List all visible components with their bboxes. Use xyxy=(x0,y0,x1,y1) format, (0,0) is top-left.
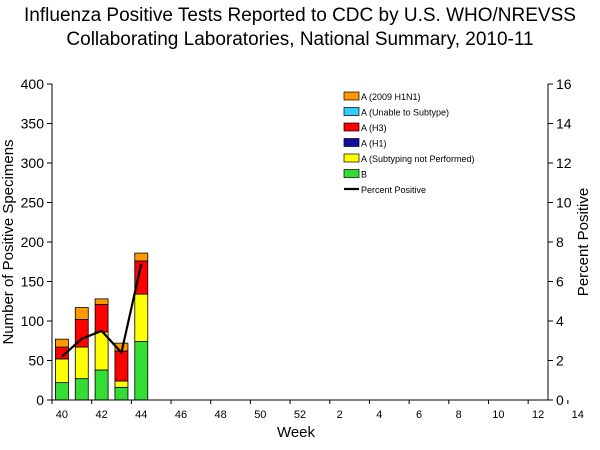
x-tick-label: 40 xyxy=(56,409,68,421)
bar-segment-a-2009-h1n1 xyxy=(55,338,69,348)
y-tick-label: 300 xyxy=(21,155,45,171)
x-tick-label: 14 xyxy=(572,409,584,421)
legend-label: A (H3) xyxy=(361,123,387,133)
bar-segment-a-2009-h1n1 xyxy=(134,252,149,262)
legend-label: A (2009 H1N1) xyxy=(361,92,421,102)
x-tick-label: 48 xyxy=(215,409,227,421)
bar-segment-b xyxy=(74,378,89,401)
bar-segment-a-2009-h1n1 xyxy=(74,307,89,320)
y-tick-label: 150 xyxy=(21,274,45,290)
chart-title: Influenza Positive Tests Reported to CDC… xyxy=(0,4,600,52)
legend-swatch-a-h1 xyxy=(343,138,360,147)
x-tick-label: 2 xyxy=(337,409,343,421)
y-tick-label: 350 xyxy=(21,116,45,132)
chart-title-line-1: Influenza Positive Tests Reported to CDC… xyxy=(24,5,576,26)
x-tick-label: 6 xyxy=(416,409,422,421)
x-tick-label: 46 xyxy=(175,409,187,421)
x-tick-label: 44 xyxy=(135,409,147,421)
legend-label: Percent Positive xyxy=(361,185,426,195)
bar-segment-a-subtyping-not-performed xyxy=(74,346,89,380)
y2-tick-label: 0 xyxy=(556,392,564,408)
legend-swatch-a-subtyping-not-performed xyxy=(343,153,360,163)
y-tick-label: 200 xyxy=(21,234,45,250)
legend-swatch-a-unable-to-subtype xyxy=(343,107,360,116)
bar-segment-a-2009-h1n1 xyxy=(94,298,109,305)
x-axis-label: Week xyxy=(277,424,316,441)
x-tick-label: 12 xyxy=(532,409,544,421)
legend-swatch-b xyxy=(343,169,360,178)
bars-group xyxy=(55,252,149,401)
legend-swatch-a-2009-h1n1 xyxy=(343,91,360,101)
x-tick-label: 8 xyxy=(456,409,462,421)
y2-tick-label: 2 xyxy=(556,353,564,369)
percent-line-group xyxy=(61,263,143,358)
y-axis-label: Number of Positive Specimens xyxy=(0,139,17,344)
legend-label: A (Subtyping not Performed) xyxy=(361,154,475,164)
bar-segment-b xyxy=(55,382,69,401)
y-tick-label: 400 xyxy=(21,76,45,92)
bar-segment-a-h3 xyxy=(94,304,109,333)
x-tick-label: 4 xyxy=(376,409,382,421)
y2-tick-label: 16 xyxy=(556,76,572,92)
y2-tick-label: 6 xyxy=(556,274,564,290)
legend-label: A (H1) xyxy=(361,139,387,149)
legend-label: B xyxy=(361,170,367,180)
bar-segment-b xyxy=(114,386,129,401)
y-tick-label: 100 xyxy=(21,313,45,329)
legend-swatch-a-h3 xyxy=(343,122,360,132)
y-tick-label: 50 xyxy=(28,353,44,369)
bar-segment-a-subtyping-not-performed xyxy=(134,293,149,342)
y2-axis-label: Percent Positive xyxy=(575,188,592,296)
x-tick-label: 52 xyxy=(294,409,306,421)
y2-tick-label: 14 xyxy=(556,116,572,132)
chart-title-line-2: Collaborating Laboratories, National Sum… xyxy=(66,29,534,50)
bar-segment-a-subtyping-not-performed xyxy=(55,358,69,384)
x-tick-label: 42 xyxy=(95,409,107,421)
x-tick-label: 10 xyxy=(492,409,504,421)
y2-tick-label: 4 xyxy=(556,313,564,329)
bar-segment-b xyxy=(94,369,109,401)
legend: A (2009 H1N1) A (Unable to Subtype) A (H3)… xyxy=(343,91,475,195)
y2-tick-label: 8 xyxy=(556,234,564,250)
bar-segment-a-subtyping-not-performed xyxy=(114,380,129,388)
x-tick-label: 50 xyxy=(254,409,266,421)
bar-segment-a-subtyping-not-performed xyxy=(94,331,109,371)
y2-tick-label: 10 xyxy=(556,195,572,211)
y-tick-label: 250 xyxy=(21,195,45,211)
y2-tick-label: 12 xyxy=(556,155,572,171)
y-tick-label: 0 xyxy=(36,392,44,408)
bar-segment-b xyxy=(134,341,149,401)
legend-label: A (Unable to Subtype) xyxy=(361,108,449,118)
percent-positive-line xyxy=(61,263,143,358)
bar-segment-a-h3 xyxy=(114,350,129,382)
